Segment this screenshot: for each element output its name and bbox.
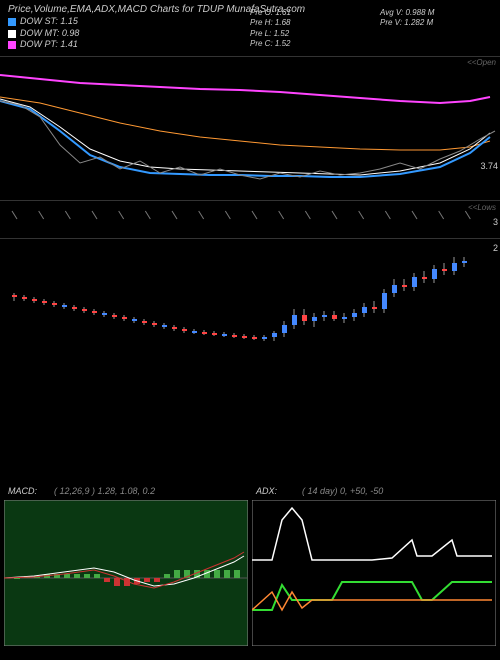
legend-text: DOW MT: 0.98 xyxy=(20,28,79,40)
macd-box: MACD: ( 12,26,9 ) 1.28, 1.08, 0.2 xyxy=(4,500,248,646)
legend-swatch xyxy=(8,18,16,26)
legend-swatch xyxy=(8,30,16,38)
lows-label: <<Lows xyxy=(468,203,496,212)
tick-row-panel: <<Lows 3 xyxy=(0,200,500,234)
ohlc-stats: Pre O: 1.61Pre H: 1.68Pre L: 1.52Pre C: … xyxy=(250,8,291,50)
price-line-panel: 3.74 xyxy=(0,56,500,196)
adx-box: ADX: ( 14 day) 0, +50, -50 xyxy=(252,500,496,646)
legend-item: DOW MT: 0.98 xyxy=(8,28,79,40)
adx-title: ADX: xyxy=(256,486,277,496)
legend-item: DOW ST: 1.15 xyxy=(8,16,79,28)
adx-params: ( 14 day) 0, +50, -50 xyxy=(302,486,383,496)
legend-text: DOW ST: 1.15 xyxy=(20,16,78,28)
price-label: 3.74 xyxy=(480,161,498,171)
candle-scale: 2 xyxy=(493,243,498,253)
candlestick-panel: 2 xyxy=(0,238,500,428)
scale-label: 3 xyxy=(493,217,498,227)
legend-block: DOW ST: 1.15DOW MT: 0.98DOW PT: 1.41 xyxy=(8,16,79,51)
legend-item: DOW PT: 1.41 xyxy=(8,39,79,51)
legend-swatch xyxy=(8,41,16,49)
indicator-row: MACD: ( 12,26,9 ) 1.28, 1.08, 0.2 ADX: (… xyxy=(0,500,500,646)
legend-text: DOW PT: 1.41 xyxy=(20,39,78,51)
volume-stats: Avg V: 0.988 MPre V: 1.282 M xyxy=(380,8,434,29)
macd-params: ( 12,26,9 ) 1.28, 1.08, 0.2 xyxy=(54,486,155,496)
macd-title: MACD: xyxy=(8,486,37,496)
